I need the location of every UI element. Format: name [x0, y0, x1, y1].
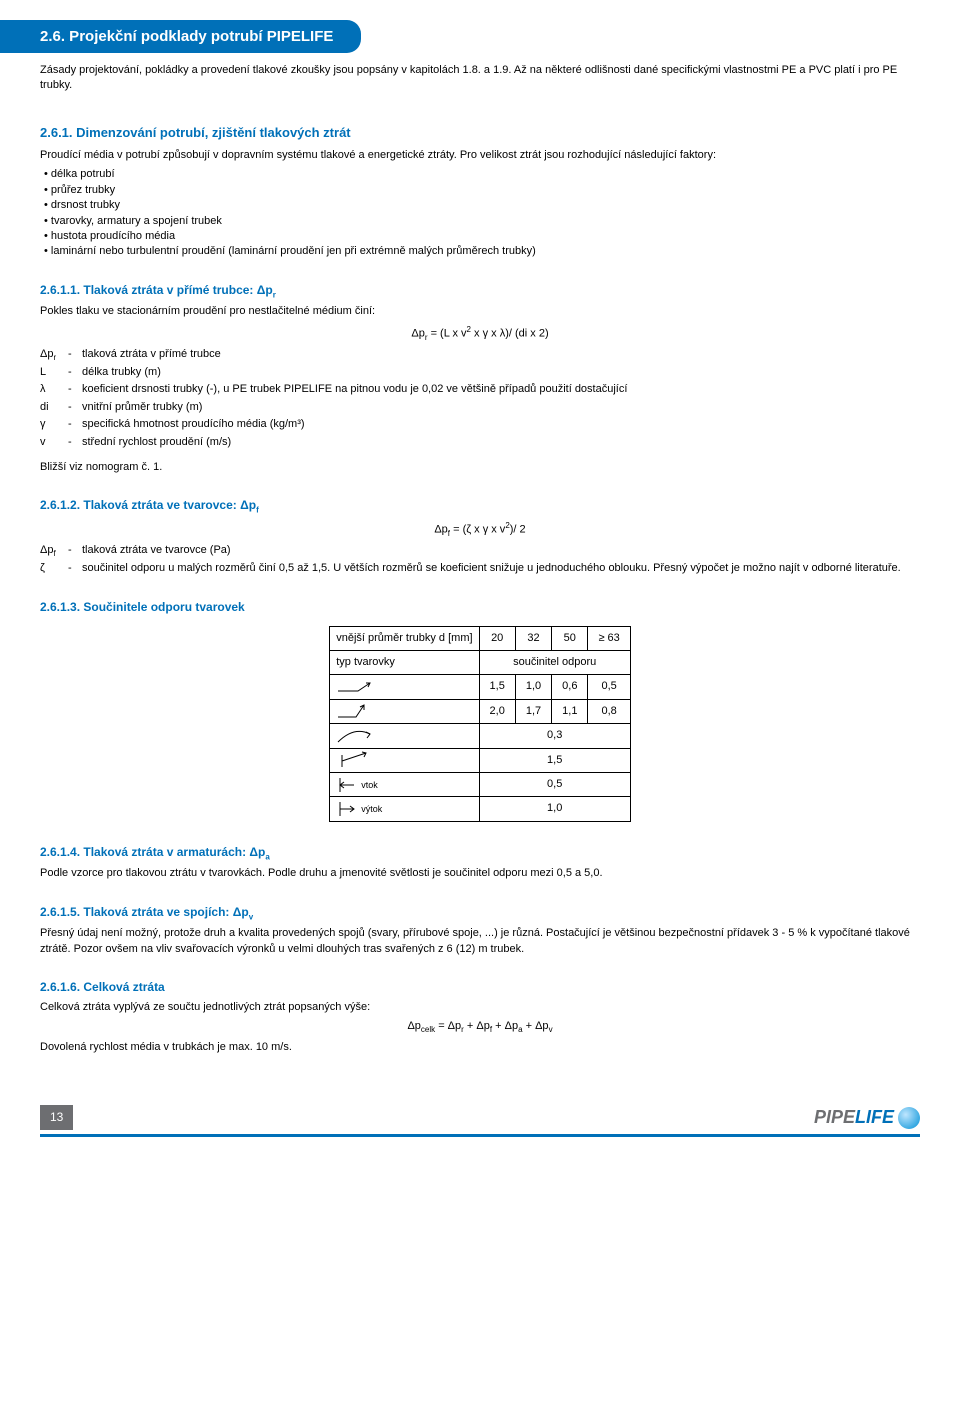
bend45-icon [336, 679, 376, 695]
tee-out-icon [336, 800, 358, 818]
bend90-icon [336, 703, 376, 719]
logo-circle-icon [898, 1107, 920, 1129]
arc-icon [336, 728, 376, 744]
section-header: 2.6. Projekční podklady potrubí PIPELIFE [0, 20, 361, 53]
tee-branch-icon [336, 751, 376, 769]
table-row: 1,5 1,0 0,6 0,5 [330, 675, 631, 699]
col-header: ≥ 63 [588, 626, 630, 650]
table-header: typ tvarovky [330, 650, 479, 674]
note-2611: Bližší viz nomogram č. 1. [40, 460, 920, 475]
table-row: 0,3 [330, 724, 631, 748]
lead-2611: Pokles tlaku ve stacionárním proudění pr… [40, 304, 920, 319]
table-row: výtok 1,0 [330, 797, 631, 821]
col-header: 20 [479, 626, 515, 650]
formula-2612: Δpf = (ζ x γ x v2)/ 2 [40, 520, 920, 539]
definitions-2611: Δpr-tlaková ztráta v přímé trubce L-délk… [40, 347, 920, 450]
table-row: vtok 0,5 [330, 772, 631, 796]
lead-261: Proudící média v potrubí způsobují v dop… [40, 148, 920, 163]
col-header: 32 [515, 626, 551, 650]
lead-2616: Celková ztráta vyplývá ze součtu jednotl… [40, 1000, 920, 1015]
table-header: součinitel odporu [479, 650, 630, 674]
col-header: 50 [552, 626, 588, 650]
list-item: průřez trubky [44, 183, 920, 198]
heading-261: 2.6.1. Dimenzování potrubí, zjištění tla… [40, 124, 920, 142]
list-item: tvarovky, armatury a spojení trubek [44, 214, 920, 229]
definitions-2612: Δpf-tlaková ztráta ve tvarovce (Pa) ζ-so… [40, 543, 920, 577]
formula-2616: Δpcelk = Δpr + Δpf + Δpa + Δpv [40, 1019, 920, 1035]
table-row: 2,0 1,7 1,1 0,8 [330, 699, 631, 723]
list-item: laminární nebo turbulentní proudění (lam… [44, 244, 920, 259]
list-item: délka potrubí [44, 167, 920, 182]
heading-2611: 2.6.1.1. Tlaková ztráta v přímé trubce: … [40, 282, 920, 301]
intro-text: Zásady projektování, pokládky a proveden… [40, 63, 920, 94]
bullet-list-261: délka potrubí průřez trubky drsnost trub… [40, 167, 920, 259]
text-2615: Přesný údaj není možný, protože druh a k… [40, 926, 920, 957]
heading-2615: 2.6.1.5. Tlaková ztráta ve spojích: Δpv [40, 904, 920, 923]
heading-2612: 2.6.1.2. Tlaková ztráta ve tvarovce: Δpf [40, 497, 920, 516]
text-2614: Podle vzorce pro tlakovou ztrátu v tvaro… [40, 866, 920, 881]
pipelife-logo: PIPELIFE [814, 1105, 920, 1130]
table-row: 1,5 [330, 748, 631, 772]
heading-2614: 2.6.1.4. Tlaková ztráta v armaturách: Δp… [40, 844, 920, 863]
list-item: hustota proudícího média [44, 229, 920, 244]
table-header: vnější průměr trubky d [mm] [330, 626, 479, 650]
list-item: drsnost trubky [44, 198, 920, 213]
tee-in-icon [336, 776, 358, 794]
page-number: 13 [40, 1105, 73, 1130]
heading-2613: 2.6.1.3. Součinitele odporu tvarovek [40, 599, 920, 616]
formula-2611: Δpr = (L x v2 x γ x λ)/ (di x 2) [40, 324, 920, 343]
page-footer: 13 PIPELIFE [40, 1105, 920, 1137]
tail-2616: Dovolená rychlost média v trubkách je ma… [40, 1040, 920, 1055]
coefficient-table: vnější průměr trubky d [mm] 20 32 50 ≥ 6… [329, 626, 631, 822]
heading-2616: 2.6.1.6. Celková ztráta [40, 979, 920, 996]
